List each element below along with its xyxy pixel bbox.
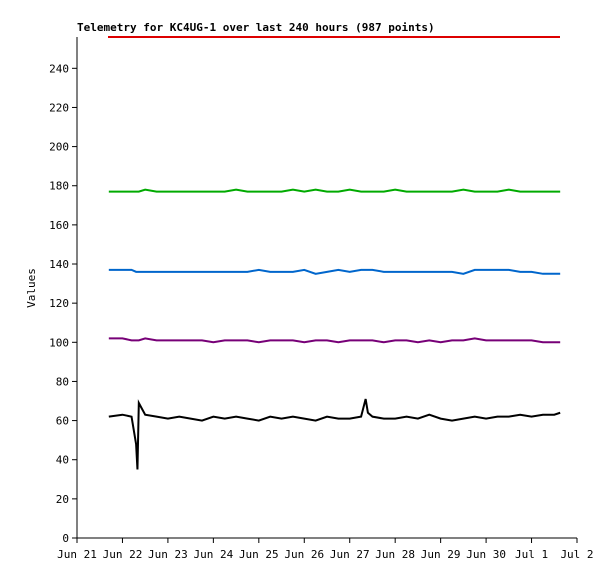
x-tick-label: Jun 28	[375, 548, 415, 561]
series-line	[108, 337, 561, 344]
y-tick-label: 100	[49, 336, 69, 349]
x-tick-label: Jun 29	[421, 548, 461, 561]
y-tick-label: 0	[62, 532, 69, 545]
y-tick-label: 40	[56, 454, 69, 467]
y-tick-label: 160	[49, 219, 69, 232]
y-tick-label: 140	[49, 258, 69, 271]
y-tick-label: 220	[49, 101, 69, 114]
x-tick-label: Jun 23	[148, 548, 188, 561]
series-line	[108, 188, 561, 193]
y-tick-label: 240	[49, 62, 69, 75]
y-tick-label: 180	[49, 180, 69, 193]
y-tick-label: 200	[49, 141, 69, 154]
x-tick-label: Jun 26	[284, 548, 324, 561]
x-tick-label: Jun 27	[330, 548, 370, 561]
x-tick-label: Jul 1	[515, 548, 548, 561]
series-line	[108, 268, 561, 275]
series-line	[108, 398, 561, 470]
y-tick-label: 60	[56, 415, 69, 428]
x-tick-label: Jun 21	[57, 548, 97, 561]
y-tick-label: 20	[56, 493, 69, 506]
x-tick-label: Jun 25	[239, 548, 279, 561]
chart-title: Telemetry for KC4UG-1 over last 240 hour…	[77, 21, 435, 34]
x-tick-label: Jun 30	[466, 548, 506, 561]
y-tick-label: 120	[49, 297, 69, 310]
x-tick-label: Jul 2	[560, 548, 593, 561]
x-tick-label: Jun 22	[103, 548, 143, 561]
x-tick-label: Jun 24	[193, 548, 233, 561]
y-tick-label: 80	[56, 375, 69, 388]
y-axis-label: Values	[25, 268, 38, 308]
